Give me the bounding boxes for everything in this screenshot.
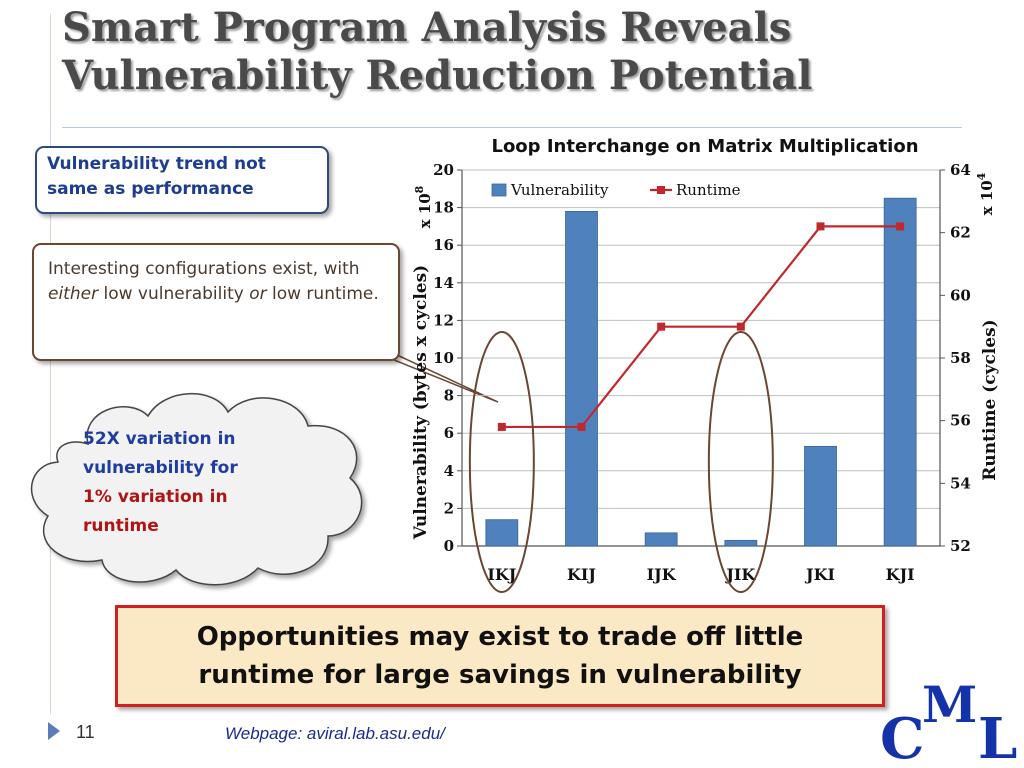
- runtime-point-kji: [896, 222, 905, 231]
- legend-runtime-marker: [657, 186, 665, 194]
- bar-ikj: [485, 519, 519, 547]
- bar-kji: [883, 197, 917, 547]
- cloud-line-1: 52X variation in: [83, 429, 236, 449]
- y-tick-label: 6: [444, 424, 454, 442]
- bar-jik: [724, 539, 758, 547]
- x-tick-label-kij: KIJ: [567, 565, 596, 584]
- cloud-line-2: vulnerability for: [83, 458, 238, 478]
- y-tick-label: 20: [433, 161, 454, 179]
- legend-vulnerability-swatch: [491, 183, 507, 197]
- bar-kij: [565, 210, 598, 547]
- logo-letter-l: L: [978, 706, 1017, 768]
- x-tick-label-jik: JIK: [724, 565, 756, 584]
- cloud-line-3: 1% variation in: [83, 487, 228, 507]
- y2-tick-label: 64: [950, 161, 971, 179]
- bar-jki: [804, 445, 837, 547]
- y2-tick-label: 52: [950, 537, 971, 555]
- conclusion-box: Opportunities may exist to trade off lit…: [115, 605, 885, 707]
- runtime-point-jik: [736, 322, 745, 331]
- runtime-point-jki: [816, 222, 825, 231]
- webpage-link[interactable]: Webpage: aviral.lab.asu.edu/: [225, 724, 445, 743]
- callout-vulnerability-trend: Vulnerability trend not same as performa…: [35, 146, 329, 214]
- y2-tick-label: 54: [950, 474, 971, 492]
- y-tick-label: 18: [433, 199, 454, 217]
- callout-text-part2: low vulnerability: [98, 284, 250, 304]
- highlight-ellipse-jik: [707, 331, 774, 593]
- highlight-ellipse-ikj: [468, 331, 535, 593]
- chart: Loop Interchange on Matrix Multiplicatio…: [411, 136, 1000, 593]
- y-tick-label: 8: [444, 387, 454, 405]
- conclusion-line-1: Opportunities may exist to trade off lit…: [196, 622, 804, 652]
- runtime-line: [501, 225, 901, 429]
- cml-logo: C M L: [880, 675, 1017, 768]
- title-underline: [62, 127, 962, 128]
- callout-text-part3: low runtime.: [266, 284, 379, 304]
- y-axis-label: Vulnerability (bytes x cycles): [411, 265, 431, 540]
- y-tick-label: 4: [444, 462, 454, 480]
- y2-tick-label: 58: [950, 349, 971, 367]
- y-tick-label: 10: [433, 349, 454, 367]
- y-tick-label: 16: [433, 236, 454, 254]
- y-tick-label: 2: [444, 499, 454, 517]
- y-tick-label: 14: [433, 274, 454, 292]
- footer-arrow-icon: [48, 722, 60, 740]
- callout-text-either: either: [48, 284, 99, 304]
- callout-vulnerability-trend-text: Vulnerability trend not same as performa…: [47, 154, 266, 199]
- runtime-point-ijk: [657, 322, 666, 331]
- cloud-line-4: runtime: [83, 516, 159, 536]
- callout-interesting-configs: Interesting configurations exist, with e…: [32, 243, 400, 361]
- chart-title: Loop Interchange on Matrix Multiplicatio…: [491, 136, 918, 157]
- logo-letter-m: M: [922, 675, 977, 734]
- y2-axis-exponent: x 104: [975, 172, 996, 215]
- x-tick-label-kji: KJI: [886, 565, 915, 584]
- legend-runtime-label: Runtime: [676, 181, 741, 199]
- logo-letter-c: C: [880, 706, 925, 768]
- title-line-1: Smart Program Analysis Reveals: [62, 4, 792, 51]
- slide-title: Smart Program Analysis Reveals Vulnerabi…: [62, 4, 1002, 100]
- bar-ijk: [644, 532, 678, 547]
- x-tick-label-ijk: IJK: [647, 565, 677, 584]
- y-axis-exponent: x 108: [413, 185, 434, 228]
- conclusion-line-2: runtime for large savings in vulnerabili…: [198, 660, 802, 690]
- x-tick-label-ikj: IKJ: [487, 565, 516, 584]
- runtime-point-kij: [577, 422, 586, 431]
- y2-tick-label: 56: [950, 412, 971, 430]
- callout-text-part1: Interesting configurations exist, with: [48, 259, 360, 279]
- y-tick-label: 12: [433, 311, 454, 329]
- thought-cloud: [30, 392, 363, 586]
- title-line-2: Vulnerability Reduction Potential: [62, 52, 813, 99]
- y-axis-exponent-power: 8: [413, 185, 426, 193]
- callout-text-or: or: [249, 284, 267, 304]
- y2-axis-exponent-power: 4: [975, 172, 988, 180]
- page-number: 11: [76, 722, 95, 742]
- x-tick-label-jki: JKI: [804, 565, 835, 584]
- y2-tick-label: 60: [950, 286, 971, 304]
- y2-axis-label: Runtime (cycles): [980, 319, 1000, 480]
- runtime-point-ikj: [497, 422, 506, 431]
- left-margin-rule: [50, 14, 51, 714]
- y2-tick-label: 62: [950, 224, 971, 242]
- legend-vulnerability-label: Vulnerability: [510, 181, 609, 199]
- y-tick-label: 0: [444, 537, 454, 555]
- cloud-text: 52X variation in vulnerability for 1% va…: [83, 425, 293, 541]
